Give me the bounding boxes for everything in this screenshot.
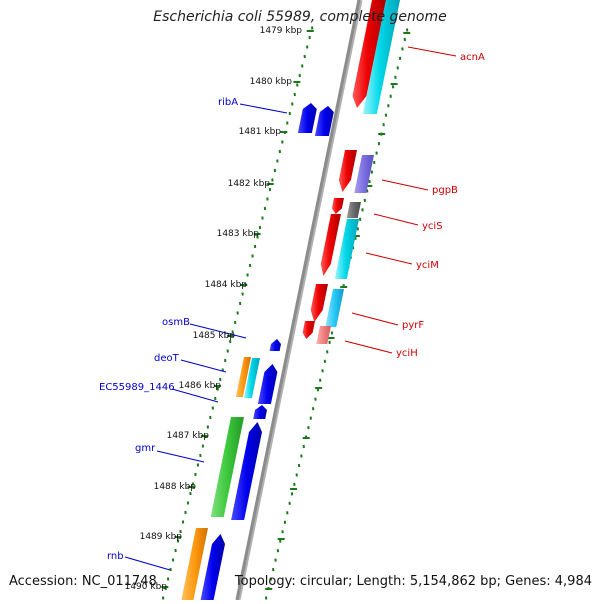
leader-line-pgpb [382,180,428,190]
leader-line-deot [181,360,226,372]
gene-pgpb-purple [354,155,374,193]
gene-label-deot[interactable]: deoT [154,353,180,364]
gene-ycim-cyan [335,219,359,279]
leader-line-ycis [374,214,418,225]
leader-line-ycih [345,341,392,353]
gene-label-pyrf[interactable]: pyrF [402,320,424,331]
gene-features [181,0,400,600]
gene-ycis-gray [347,202,361,218]
leader-line-pyrf [352,313,398,325]
accession-text: Accession: NC_011748 [9,574,157,589]
leader-line-rnb [125,557,170,570]
gene-label-gmr[interactable]: gmr [135,443,156,454]
tick-label-1488: 1488 kbp [154,482,197,492]
gene-label-ec55989-1446[interactable]: EC55989_1446 [99,382,175,393]
gene-label-pgpb[interactable]: pgpB [432,185,458,196]
gene-riba-blue-a [298,103,317,133]
gene-label-osmb[interactable]: osmB [162,317,190,328]
tick-label-1481: 1481 kbp [239,127,282,137]
leader-line-riba [240,104,287,113]
gene-label-riba[interactable]: ribA [218,97,238,108]
gene-pyrf-red [311,284,328,322]
leader-line-acna [408,47,456,56]
gene-label-ycih[interactable]: yciH [396,348,418,359]
gene-pgpb-red [339,150,357,192]
tick-label-1482: 1482 kbp [228,179,271,189]
gene-ycih-red [303,321,315,339]
tick-label-1479: 1479 kbp [260,26,303,36]
gene-ec55989-1446-blue [253,405,267,419]
gene-ycis-red [332,198,344,214]
gene-pyrf-sky [325,289,344,327]
tick-label-1484: 1484 kbp [205,280,248,290]
gene-label-ycis[interactable]: yciS [422,221,443,232]
genome-title: Escherichia coli 55989, complete genome [0,9,600,25]
gene-label-rnb[interactable]: rnb [107,551,124,562]
tick-label-1487: 1487 kbp [167,431,210,441]
gene-label-ycim[interactable]: yciM [416,260,439,271]
leader-line-gmr [157,451,204,462]
tick-label-1485: 1485 kbp [193,331,236,341]
tick-label-1489: 1489 kbp [140,532,183,542]
tick-label-1483: 1483 kbp [217,229,260,239]
tick-label-1480: 1480 kbp [250,77,293,87]
topology-text: Topology: circular; Length: 5,154,862 bp… [235,574,592,589]
gene-osmb-blue [270,339,281,351]
gene-label-acna[interactable]: acnA [460,52,485,63]
leader-line-ycim [366,253,412,264]
gene-deot-blue [258,364,278,404]
tick-label-1486: 1486 kbp [179,381,222,391]
